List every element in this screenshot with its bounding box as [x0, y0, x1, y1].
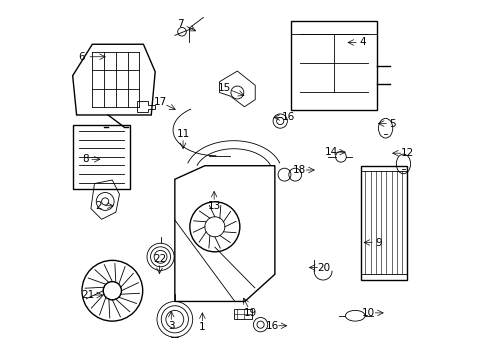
- Text: 8: 8: [82, 154, 89, 164]
- Text: 20: 20: [317, 262, 330, 273]
- Text: 21: 21: [81, 290, 95, 300]
- Text: 2: 2: [95, 201, 102, 211]
- Text: 15: 15: [218, 83, 231, 93]
- Text: 1: 1: [199, 322, 205, 332]
- Text: 11: 11: [176, 129, 189, 139]
- Text: 17: 17: [154, 97, 167, 107]
- Text: 4: 4: [358, 37, 365, 48]
- Text: 9: 9: [374, 238, 381, 248]
- Text: 22: 22: [153, 254, 166, 264]
- Text: 16: 16: [265, 321, 279, 331]
- Text: 12: 12: [400, 148, 413, 158]
- Text: 5: 5: [388, 118, 395, 129]
- Text: 14: 14: [324, 147, 337, 157]
- Text: 10: 10: [362, 308, 375, 318]
- Text: 16: 16: [281, 112, 294, 122]
- Text: 6: 6: [79, 52, 85, 62]
- Text: 18: 18: [293, 165, 306, 175]
- Text: 19: 19: [244, 308, 257, 318]
- Text: 13: 13: [207, 201, 220, 211]
- Text: 7: 7: [177, 18, 184, 28]
- Text: 3: 3: [167, 321, 174, 331]
